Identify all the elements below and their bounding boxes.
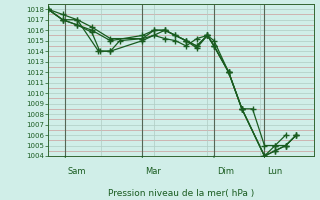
Text: Pression niveau de la mer( hPa ): Pression niveau de la mer( hPa ) <box>108 189 254 198</box>
Text: Sam: Sam <box>68 167 86 176</box>
Text: Dim: Dim <box>217 167 234 176</box>
Text: Mar: Mar <box>145 167 161 176</box>
Text: Lun: Lun <box>267 167 282 176</box>
